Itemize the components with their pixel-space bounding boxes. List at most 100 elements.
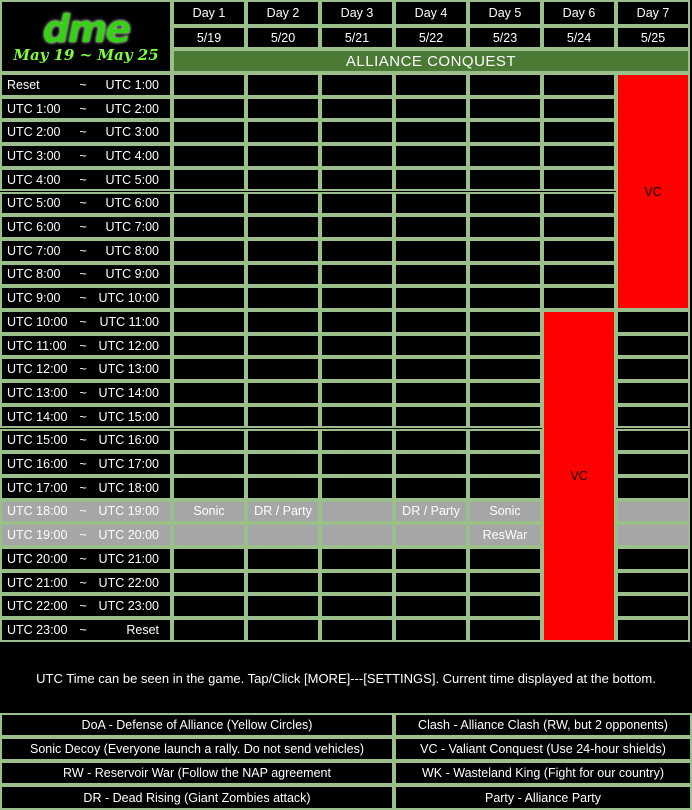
time-separator: ~: [79, 125, 87, 140]
schedule-cell: [246, 310, 320, 334]
schedule-cell: [246, 618, 320, 642]
schedule-cell: [468, 547, 542, 571]
schedule-cell: [468, 144, 542, 168]
schedule-cell: [172, 357, 246, 382]
schedule-cell: [468, 191, 542, 216]
schedule-cell: [320, 96, 394, 121]
schedule-cell: [172, 262, 246, 287]
time-end: UTC 8:00: [105, 243, 160, 258]
time-end: UTC 15:00: [98, 409, 159, 424]
schedule-cell: [468, 262, 542, 287]
schedule-cell: [468, 167, 542, 192]
time-slot: UTC 11:00 ~ UTC 12:00: [0, 333, 172, 358]
time-end: UTC 17:00: [98, 457, 159, 472]
schedule-cell: [172, 333, 246, 358]
schedule-cell: [172, 286, 246, 310]
day-header: Day 6: [542, 0, 616, 26]
schedule-cell: [394, 191, 468, 216]
time-end: UTC 19:00: [98, 504, 159, 519]
time-start: UTC 7:00: [7, 243, 61, 258]
schedule-cell: [468, 475, 542, 500]
date-header: 5/22: [394, 26, 468, 49]
day-header: Day 2: [246, 0, 320, 26]
time-separator: ~: [79, 551, 87, 566]
time-separator: ~: [79, 362, 87, 377]
schedule-cell: [394, 570, 468, 595]
schedule-cell: [542, 96, 616, 121]
schedule-cell: [468, 357, 542, 382]
schedule-cell: [394, 475, 468, 500]
time-separator: ~: [79, 575, 87, 590]
schedule-cell: [616, 428, 690, 453]
schedule-cell: [468, 381, 542, 405]
schedule-cell: [394, 215, 468, 239]
day-header: Day 7: [616, 0, 690, 26]
time-slot: UTC 21:00 ~ UTC 22:00: [0, 570, 172, 595]
schedule-cell: [542, 167, 616, 192]
schedule-cell: [172, 310, 246, 334]
schedule-cell: [172, 215, 246, 239]
schedule-cell: [172, 73, 246, 97]
vc-event-block: VC: [542, 310, 616, 642]
schedule-cell: [172, 475, 246, 500]
time-separator: ~: [79, 291, 87, 306]
time-separator: ~: [79, 480, 87, 495]
schedule-cell: [320, 238, 394, 263]
day-header: Day 3: [320, 0, 394, 26]
day-header: Day 1: [172, 0, 246, 26]
schedule-cell: [172, 120, 246, 145]
logo-date-range: May 19 ~ May 25: [13, 45, 159, 64]
schedule-cell: [246, 215, 320, 239]
time-slot: UTC 14:00 ~ UTC 15:00: [0, 404, 172, 429]
time-slot: UTC 7:00 ~ UTC 8:00: [0, 238, 172, 263]
time-start: UTC 1:00: [7, 101, 61, 116]
schedule-cell: [246, 167, 320, 192]
time-end: UTC 16:00: [98, 433, 159, 448]
schedule-cell: [394, 547, 468, 571]
schedule-cell: [246, 238, 320, 263]
schedule-cell: [468, 120, 542, 145]
schedule-cell: [616, 333, 690, 358]
time-slot: UTC 13:00 ~ UTC 14:00: [0, 381, 172, 405]
time-slot: UTC 1:00 ~ UTC 2:00: [0, 96, 172, 121]
date-header: 5/19: [172, 26, 246, 49]
schedule-cell: [320, 404, 394, 429]
day-header: Day 4: [394, 0, 468, 26]
schedule-cell: [394, 144, 468, 168]
legend-item: DR - Dead Rising (Giant Zombies attack): [0, 785, 394, 810]
schedule-cell: [172, 96, 246, 121]
schedule-cell: [394, 286, 468, 310]
time-start: UTC 23:00: [7, 622, 68, 637]
schedule-cell: [468, 452, 542, 476]
date-header: 5/20: [246, 26, 320, 49]
time-end: UTC 2:00: [105, 101, 160, 116]
schedule-cell: [172, 144, 246, 168]
schedule-cell: [320, 499, 394, 524]
schedule-cell: [542, 73, 616, 97]
schedule-cell: [320, 310, 394, 334]
time-start: UTC 10:00: [7, 314, 68, 329]
schedule-cell: [246, 547, 320, 571]
schedule-cell: [246, 452, 320, 476]
time-slot: UTC 12:00 ~ UTC 13:00: [0, 357, 172, 382]
schedule-cell: [468, 594, 542, 619]
schedule-cell: [542, 144, 616, 168]
time-end: UTC 1:00: [105, 77, 160, 92]
schedule-cell: [246, 404, 320, 429]
schedule-cell: [172, 523, 246, 547]
time-slot: UTC 5:00 ~ UTC 6:00: [0, 191, 172, 216]
schedule-cell: [394, 381, 468, 405]
time-slot: UTC 15:00 ~ UTC 16:00: [0, 428, 172, 453]
schedule-cell: [616, 452, 690, 476]
time-slot: Reset ~ UTC 1:00: [0, 73, 172, 97]
schedule-cell: [172, 618, 246, 642]
time-end: UTC 12:00: [98, 338, 159, 353]
vc-event-block: VC: [616, 73, 690, 310]
legend-item: RW - Reservoir War (Follow the NAP agree…: [0, 761, 394, 785]
schedule-cell: [246, 594, 320, 619]
schedule-cell: [246, 475, 320, 500]
schedule-cell: [172, 570, 246, 595]
time-slot: UTC 22:00 ~ UTC 23:00: [0, 594, 172, 619]
schedule-cell: [172, 547, 246, 571]
schedule-cell: [320, 73, 394, 97]
